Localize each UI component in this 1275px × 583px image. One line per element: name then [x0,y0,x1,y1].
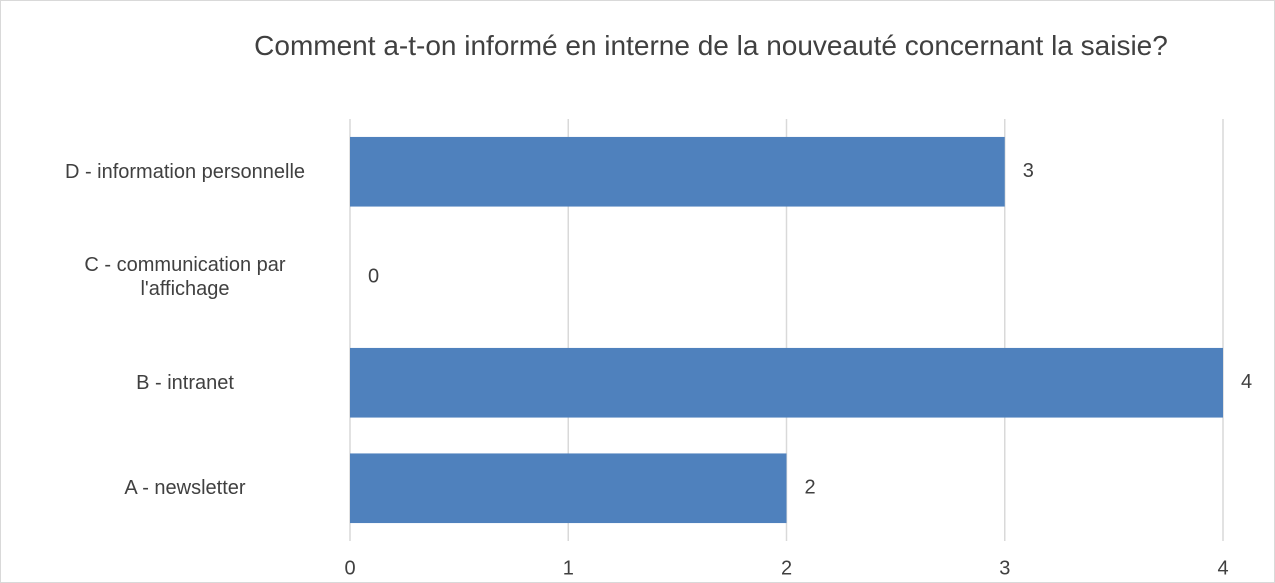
y-tick-label: D - information personnelle [64,160,306,183]
x-tick-label: 1 [563,557,574,579]
y-tick-label: A - newsletter [124,477,246,500]
data-label: 4 [1241,371,1252,393]
bar [350,136,1005,207]
x-tick-label: 3 [999,557,1010,579]
data-label: 0 [368,266,379,288]
bar [350,347,1223,418]
chart-title: Comment a-t-on informé en interne de la … [254,30,1168,61]
y-tick-label: C - communication par l'affichage [84,254,286,301]
data-label: 2 [805,477,816,499]
x-tick-label: 0 [344,557,355,579]
data-label: 3 [1023,160,1034,182]
bar [350,453,787,524]
x-tick-label: 4 [1217,557,1228,579]
x-tick-label: 2 [781,557,792,579]
y-tick-label: B - intranet [136,371,234,394]
